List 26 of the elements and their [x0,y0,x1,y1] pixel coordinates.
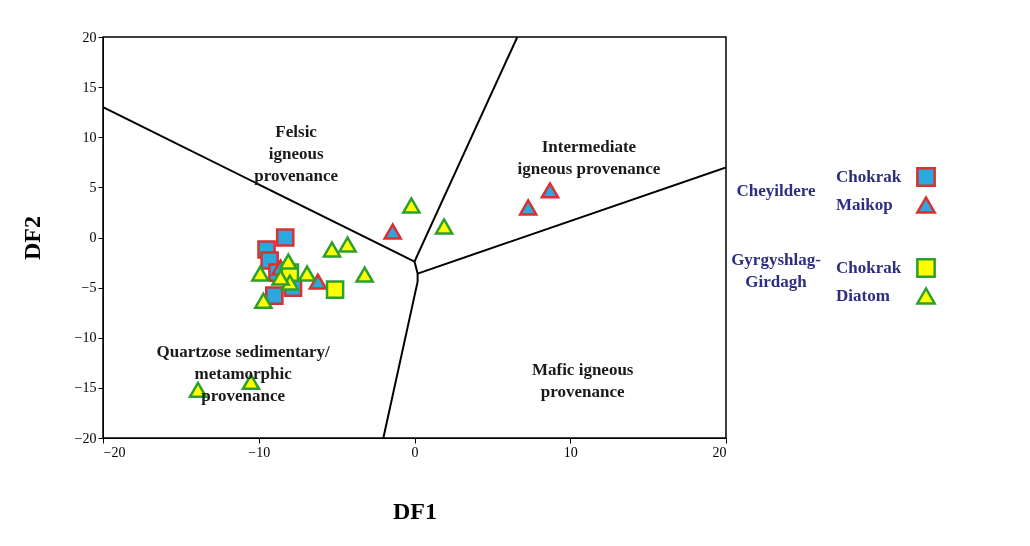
text: Cheyildere [736,181,816,200]
y-axis-title: DF2 [18,216,45,260]
annotation: Felsic igneous provenance [254,122,339,186]
x-tick-label: −20 [103,444,126,460]
legend-label: Diatom [836,286,890,305]
x-tick-label: −10 [248,444,271,460]
x-axis-title: DF1 [393,497,437,524]
y-tick-label: 0 [89,230,97,245]
annotation: Quartzose sedimentary/ metamorphic provenance [156,342,331,406]
x-tick-label: 0 [411,444,419,460]
x-tick-label: 10 [563,444,578,460]
text: Gyrgyshlag- Girdagh [731,250,822,291]
legend-label: Chokrak [836,167,902,186]
y-tick-label: −5 [81,280,97,296]
y-tick-label: 20 [82,29,97,45]
y-tick-label: −10 [74,330,97,346]
y-tick-label: 5 [89,179,97,195]
y-tick-label: 10 [82,129,97,145]
legend-label: Maikop [836,195,893,214]
annotation: Mafic igneous provenance [531,359,634,401]
y-tick-label: −15 [74,380,97,396]
annotation: Intermediate igneous provenance [517,136,661,178]
y-tick-label: −20 [74,430,97,446]
y-tick-label: 15 [82,79,97,95]
x-tick-label: 20 [712,444,727,460]
legend-label: Chokrak [836,258,902,277]
